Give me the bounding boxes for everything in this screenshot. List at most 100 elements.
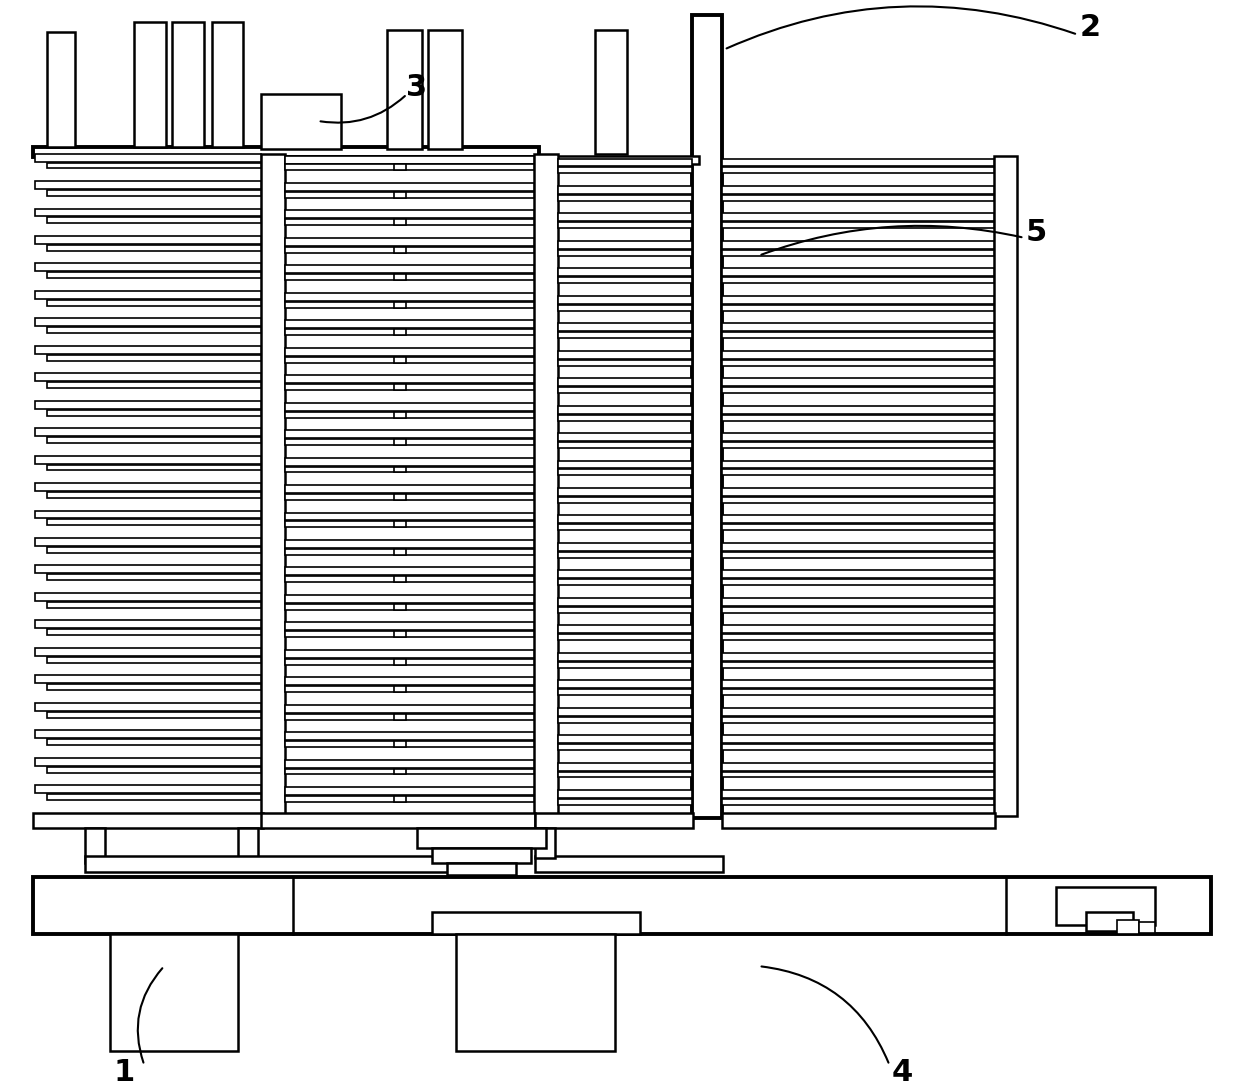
Bar: [558, 597, 692, 606]
Bar: [722, 406, 993, 413]
Bar: [47, 382, 262, 388]
Bar: [558, 607, 692, 613]
Bar: [394, 384, 405, 391]
Bar: [394, 714, 405, 719]
Bar: [558, 323, 692, 331]
Bar: [285, 687, 533, 692]
Bar: [722, 159, 993, 166]
Bar: [558, 470, 692, 475]
Bar: [84, 856, 471, 871]
Bar: [394, 274, 405, 281]
Bar: [285, 467, 533, 472]
Bar: [558, 497, 692, 503]
Text: 4: 4: [892, 1058, 913, 1087]
Bar: [1140, 922, 1156, 934]
Bar: [722, 350, 993, 359]
Bar: [558, 489, 692, 496]
Bar: [558, 213, 692, 221]
Bar: [36, 537, 262, 546]
Bar: [212, 22, 243, 147]
Bar: [722, 460, 993, 469]
Bar: [722, 277, 993, 283]
Bar: [47, 355, 262, 360]
Bar: [394, 220, 405, 225]
Bar: [558, 269, 692, 276]
Bar: [722, 497, 993, 503]
Bar: [722, 213, 993, 221]
Bar: [394, 440, 405, 445]
Bar: [47, 190, 262, 196]
Bar: [558, 707, 692, 716]
Bar: [285, 458, 533, 466]
Bar: [558, 379, 692, 386]
Bar: [722, 195, 993, 201]
Bar: [534, 813, 693, 828]
Bar: [394, 741, 405, 747]
Bar: [238, 828, 258, 863]
Bar: [285, 210, 533, 219]
Bar: [394, 330, 405, 335]
Bar: [722, 763, 993, 770]
Bar: [558, 433, 692, 441]
Bar: [722, 813, 994, 828]
Bar: [285, 247, 533, 252]
Bar: [558, 626, 692, 633]
Bar: [722, 662, 993, 668]
Bar: [428, 29, 463, 149]
Bar: [722, 771, 993, 778]
Bar: [722, 250, 993, 256]
Bar: [722, 168, 993, 173]
Bar: [285, 768, 533, 775]
Bar: [722, 680, 993, 688]
Bar: [47, 409, 262, 416]
Bar: [36, 510, 262, 519]
Bar: [36, 676, 262, 683]
Bar: [394, 164, 405, 171]
Bar: [36, 730, 262, 738]
Bar: [33, 147, 538, 157]
Bar: [722, 790, 993, 798]
Bar: [36, 209, 262, 217]
Bar: [456, 935, 615, 1051]
Bar: [394, 687, 405, 692]
Bar: [285, 577, 533, 582]
Bar: [446, 863, 516, 875]
Bar: [285, 357, 533, 362]
Bar: [722, 653, 993, 660]
Bar: [558, 360, 692, 366]
Bar: [558, 744, 692, 750]
Bar: [722, 634, 993, 640]
Bar: [558, 771, 692, 778]
Bar: [285, 714, 533, 719]
Bar: [36, 757, 262, 766]
Bar: [285, 741, 533, 747]
Bar: [558, 296, 692, 304]
Bar: [47, 519, 262, 526]
Bar: [47, 245, 262, 251]
Bar: [285, 650, 533, 658]
Bar: [36, 647, 262, 656]
Bar: [285, 732, 533, 740]
Bar: [722, 332, 993, 338]
Bar: [285, 604, 533, 609]
Bar: [558, 735, 692, 743]
Text: 3: 3: [407, 73, 428, 101]
Bar: [285, 375, 533, 383]
Bar: [47, 712, 262, 718]
Bar: [47, 574, 262, 580]
Bar: [558, 524, 692, 530]
Bar: [262, 153, 285, 816]
Bar: [558, 662, 692, 668]
Bar: [722, 626, 993, 633]
Bar: [285, 494, 533, 499]
Bar: [47, 657, 262, 663]
Bar: [47, 437, 262, 443]
Bar: [47, 272, 262, 279]
Bar: [285, 658, 533, 665]
Bar: [47, 32, 74, 147]
Bar: [285, 238, 533, 246]
Bar: [558, 763, 692, 770]
Bar: [558, 332, 692, 338]
Bar: [394, 191, 405, 198]
Bar: [394, 301, 405, 308]
